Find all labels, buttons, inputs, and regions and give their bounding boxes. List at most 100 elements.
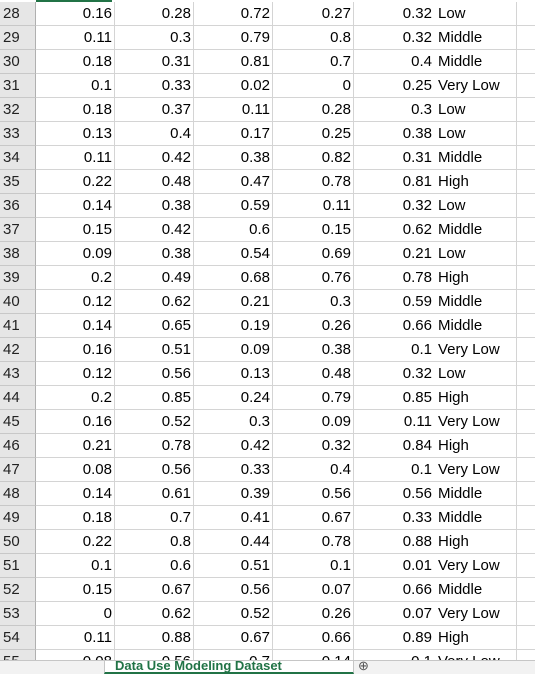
cell-col-a[interactable]: 0.14 bbox=[36, 194, 115, 218]
spreadsheet-grid[interactable]: 28 0.16 0.28 0.72 0.27 0.32 Low 29 0.11 0.3 0.79 0.… bbox=[0, 0, 535, 660]
cell-col-d[interactable]: 0.32 bbox=[273, 434, 354, 458]
cell-col-g[interactable] bbox=[517, 338, 535, 362]
cell-col-b[interactable]: 0.65 bbox=[115, 314, 194, 338]
cell-col-d[interactable]: 0.26 bbox=[273, 602, 354, 626]
cell-col-a[interactable]: 0.18 bbox=[36, 50, 115, 74]
cell-col-f[interactable]: Very Low bbox=[434, 338, 517, 362]
cell-col-e[interactable]: 0.25 bbox=[354, 74, 434, 98]
cell-col-a[interactable]: 0.22 bbox=[36, 530, 115, 554]
cell-col-b[interactable]: 0.3 bbox=[115, 26, 194, 50]
cell-col-d[interactable]: 0.11 bbox=[273, 194, 354, 218]
cell-col-b[interactable]: 0.31 bbox=[115, 50, 194, 74]
cell-col-c[interactable]: 0.52 bbox=[194, 602, 273, 626]
cell-col-g[interactable] bbox=[517, 170, 535, 194]
cell-col-g[interactable] bbox=[517, 122, 535, 146]
cell-col-a[interactable]: 0.11 bbox=[36, 626, 115, 650]
cell-col-f[interactable]: High bbox=[434, 434, 517, 458]
cell-col-a[interactable]: 0.11 bbox=[36, 26, 115, 50]
cell-col-e[interactable]: 0.84 bbox=[354, 434, 434, 458]
cell-col-e[interactable]: 0.32 bbox=[354, 194, 434, 218]
cell-col-g[interactable] bbox=[517, 314, 535, 338]
cell-col-e[interactable]: 0.1 bbox=[354, 458, 434, 482]
cell-col-b[interactable]: 0.4 bbox=[115, 122, 194, 146]
cell-col-d[interactable]: 0.78 bbox=[273, 530, 354, 554]
cell-col-a[interactable]: 0.12 bbox=[36, 290, 115, 314]
cell-col-g[interactable] bbox=[517, 554, 535, 578]
cell-col-g[interactable] bbox=[517, 626, 535, 650]
cell-col-b[interactable]: 0.38 bbox=[115, 242, 194, 266]
cell-col-c[interactable]: 0.02 bbox=[194, 74, 273, 98]
cell-col-e[interactable]: 0.62 bbox=[354, 218, 434, 242]
cell-col-f[interactable]: High bbox=[434, 266, 517, 290]
cell-col-d[interactable]: 0.7 bbox=[273, 50, 354, 74]
cell-col-a[interactable]: 0.22 bbox=[36, 170, 115, 194]
cell-col-b[interactable]: 0.88 bbox=[115, 626, 194, 650]
cell-col-e[interactable]: 0.78 bbox=[354, 266, 434, 290]
cell-col-d[interactable]: 0 bbox=[273, 74, 354, 98]
cell-col-f[interactable]: Middle bbox=[434, 578, 517, 602]
cell-col-c[interactable]: 0.51 bbox=[194, 554, 273, 578]
cell-col-c[interactable]: 0.24 bbox=[194, 386, 273, 410]
cell-col-g[interactable] bbox=[517, 194, 535, 218]
cell-col-b[interactable]: 0.49 bbox=[115, 266, 194, 290]
cell-col-c[interactable]: 0.7 bbox=[194, 650, 273, 660]
cell-col-c[interactable]: 0.41 bbox=[194, 506, 273, 530]
cell-col-c[interactable]: 0.72 bbox=[194, 2, 273, 26]
cell-col-a[interactable]: 0.11 bbox=[36, 146, 115, 170]
cell-col-f[interactable]: Low bbox=[434, 122, 517, 146]
cell-col-d[interactable]: 0.3 bbox=[273, 290, 354, 314]
cell-col-c[interactable]: 0.47 bbox=[194, 170, 273, 194]
cell-col-g[interactable] bbox=[517, 458, 535, 482]
cell-col-d[interactable]: 0.26 bbox=[273, 314, 354, 338]
cell-col-d[interactable]: 0.82 bbox=[273, 146, 354, 170]
cell-col-d[interactable]: 0.25 bbox=[273, 122, 354, 146]
cell-col-a[interactable]: 0.16 bbox=[36, 2, 115, 26]
cell-col-c[interactable]: 0.09 bbox=[194, 338, 273, 362]
cell-col-g[interactable] bbox=[517, 50, 535, 74]
cell-col-g[interactable] bbox=[517, 242, 535, 266]
cell-col-a[interactable]: 0.08 bbox=[36, 650, 115, 660]
cell-col-b[interactable]: 0.28 bbox=[115, 2, 194, 26]
cell-col-a[interactable]: 0.16 bbox=[36, 410, 115, 434]
cell-col-g[interactable] bbox=[517, 146, 535, 170]
cell-col-f[interactable]: High bbox=[434, 626, 517, 650]
cell-col-b[interactable]: 0.38 bbox=[115, 194, 194, 218]
cell-col-f[interactable]: Middle bbox=[434, 506, 517, 530]
cell-col-d[interactable]: 0.8 bbox=[273, 26, 354, 50]
cell-col-d[interactable]: 0.69 bbox=[273, 242, 354, 266]
cell-col-a[interactable]: 0.16 bbox=[36, 338, 115, 362]
cell-col-e[interactable]: 0.07 bbox=[354, 602, 434, 626]
cell-col-b[interactable]: 0.48 bbox=[115, 170, 194, 194]
cell-col-f[interactable]: Very Low bbox=[434, 602, 517, 626]
cell-col-f[interactable]: Very Low bbox=[434, 458, 517, 482]
cell-col-c[interactable]: 0.3 bbox=[194, 410, 273, 434]
cell-col-c[interactable]: 0.42 bbox=[194, 434, 273, 458]
cell-col-c[interactable]: 0.67 bbox=[194, 626, 273, 650]
cell-col-a[interactable]: 0.18 bbox=[36, 506, 115, 530]
cell-col-b[interactable]: 0.42 bbox=[115, 218, 194, 242]
cell-col-f[interactable]: High bbox=[434, 170, 517, 194]
cell-col-b[interactable]: 0.78 bbox=[115, 434, 194, 458]
cell-col-e[interactable]: 0.38 bbox=[354, 122, 434, 146]
cell-col-d[interactable]: 0.66 bbox=[273, 626, 354, 650]
cell-col-b[interactable]: 0.56 bbox=[115, 458, 194, 482]
cell-col-c[interactable]: 0.68 bbox=[194, 266, 273, 290]
cell-col-d[interactable]: 0.78 bbox=[273, 170, 354, 194]
cell-col-a[interactable]: 0 bbox=[36, 602, 115, 626]
cell-col-g[interactable] bbox=[517, 98, 535, 122]
cell-col-e[interactable]: 0.32 bbox=[354, 362, 434, 386]
cell-col-d[interactable]: 0.28 bbox=[273, 98, 354, 122]
cell-col-c[interactable]: 0.19 bbox=[194, 314, 273, 338]
cell-col-c[interactable]: 0.11 bbox=[194, 98, 273, 122]
cell-col-f[interactable]: Very Low bbox=[434, 554, 517, 578]
cell-col-a[interactable]: 0.18 bbox=[36, 98, 115, 122]
cell-col-e[interactable]: 0.85 bbox=[354, 386, 434, 410]
cell-col-f[interactable]: Low bbox=[434, 194, 517, 218]
cell-col-e[interactable]: 0.01 bbox=[354, 554, 434, 578]
cell-col-a[interactable]: 0.14 bbox=[36, 314, 115, 338]
cell-col-c[interactable]: 0.81 bbox=[194, 50, 273, 74]
cell-col-g[interactable] bbox=[517, 434, 535, 458]
cell-col-f[interactable]: Middle bbox=[434, 146, 517, 170]
cell-col-c[interactable]: 0.13 bbox=[194, 362, 273, 386]
cell-col-f[interactable]: Very Low bbox=[434, 410, 517, 434]
